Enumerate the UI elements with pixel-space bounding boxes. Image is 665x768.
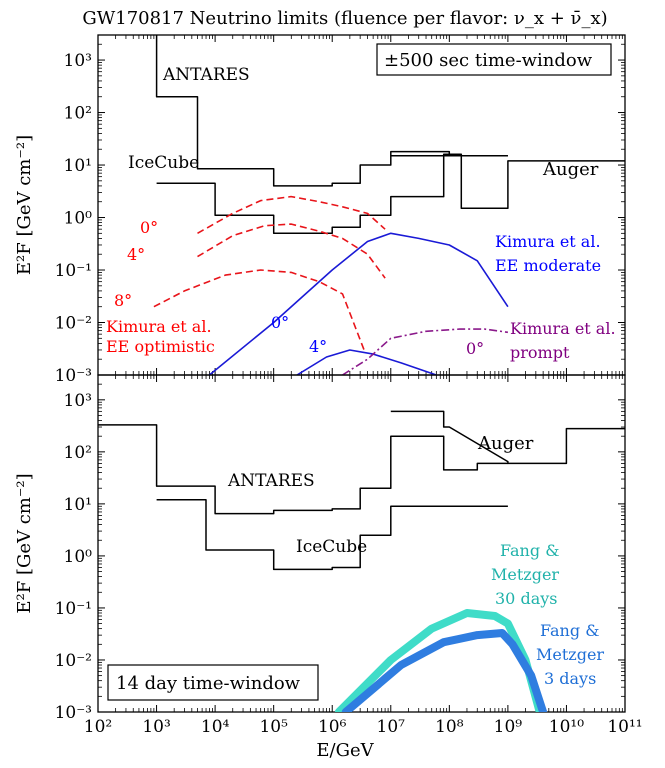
x-tick-label: 10⁶ — [318, 717, 347, 737]
annotation-label: Kimura et al. — [106, 317, 212, 336]
y-axis-label: E²F [GeV cm⁻²] — [14, 135, 35, 275]
annotation-label: prompt — [510, 343, 570, 362]
y-axis-label: E²F [GeV cm⁻²] — [14, 473, 35, 613]
series-icecube — [156, 499, 508, 571]
annotation-label: Kimura et al. — [495, 232, 601, 251]
series-icecube — [156, 153, 625, 235]
time-window-label: ±500 sec time-window — [384, 50, 593, 71]
bottom-panel: 10² 10³ 10⁴ 10⁵ 10⁶ 10⁷ 10⁸ 10⁹ 10¹⁰ 10¹¹ 10⁻³ 10⁻²… — [14, 374, 643, 737]
y-tick-label: 10⁻³ — [55, 703, 92, 723]
x-tick-label: 10⁷ — [377, 717, 406, 737]
y-tick-label: 10³ — [64, 391, 92, 411]
annotation-label: Auger — [477, 433, 534, 454]
x-tick-label: 10⁹ — [494, 717, 523, 737]
annotation-label: 30 days — [495, 589, 557, 608]
y-tick-label: 10⁻³ — [55, 366, 92, 386]
x-tick-label: 10¹¹ — [607, 717, 642, 737]
annotation-label: 4° — [127, 245, 145, 264]
y-tick-label: 10⁻¹ — [55, 599, 92, 619]
x-axis-label: E/GeV — [316, 740, 374, 761]
top-panel: 10⁻³ 10⁻² 10⁻¹ 10⁰ 10¹ 10² 10³ E²F [GeV cm⁻²] ±5… — [14, 34, 626, 386]
annotation-label: Fang & — [540, 621, 599, 640]
series-kimura-et-al-ee-optimistic-4- — [197, 223, 386, 279]
annotation-label: Auger — [542, 159, 599, 180]
annotation-label: IceCube — [296, 537, 367, 557]
time-window-label: 14 day time-window — [116, 673, 301, 694]
annotation-label: IceCube — [128, 153, 199, 173]
annotation-label: Kimura et al. — [510, 319, 616, 338]
x-tick-label: 10² — [84, 717, 112, 737]
annotation-label: EE moderate — [495, 256, 601, 275]
x-tick-label: 10⁵ — [259, 717, 288, 737]
series-auger — [390, 410, 625, 465]
x-tick-label: 10¹⁰ — [549, 717, 584, 737]
annotation-label: 4° — [309, 337, 327, 356]
figure-title: GW170817 Neutrino limits (fluence per fl… — [82, 8, 607, 29]
y-tick-label: 10¹ — [64, 495, 92, 515]
time-window-box — [376, 43, 612, 76]
annotation-label: 0° — [140, 218, 158, 237]
annotation-label: 0° — [466, 339, 484, 358]
y-tick-label: 10⁻² — [55, 651, 92, 671]
annotation-label: 8° — [114, 291, 132, 310]
y-tick-label: 10² — [64, 104, 92, 124]
annotation-label: 3 days — [544, 669, 596, 688]
annotation-label: ANTARES — [227, 471, 315, 491]
series-antares — [155, 35, 508, 187]
annotation-label: Metzger — [536, 645, 604, 664]
y-tick-label: 10⁻¹ — [55, 261, 92, 281]
annotation-label: ANTARES — [162, 65, 250, 85]
plot-frame — [97, 374, 626, 713]
y-tick-label: 10³ — [64, 51, 92, 71]
series-fang-metzger-3-days — [341, 629, 548, 712]
y-tick-label: 10⁻² — [55, 314, 92, 334]
y-tick-label: 10⁰ — [64, 209, 93, 229]
series-kimura-et-al-prompt-0- — [342, 328, 509, 375]
annotation-label: Fang & — [500, 541, 559, 560]
annotation-label: 0° — [271, 313, 289, 332]
time-window-box — [107, 664, 319, 701]
series-kimura-et-al-ee-moderate-4- — [296, 349, 437, 375]
y-tick-label: 10¹ — [64, 156, 92, 176]
series-antares — [98, 424, 508, 515]
y-tick-label: 10² — [64, 443, 92, 463]
annotation-label: Metzger — [491, 565, 559, 584]
series-kimura-et-al-ee-optimistic-0- — [197, 195, 386, 234]
x-tick-label: 10⁴ — [201, 717, 230, 737]
series-kimura-et-al-ee-moderate-0- — [208, 232, 509, 375]
y-tick-label: 10⁰ — [64, 547, 93, 567]
annotation-label: EE optimistic — [106, 337, 215, 356]
x-tick-label: 10⁸ — [435, 717, 464, 737]
x-tick-label: 10³ — [142, 717, 170, 737]
